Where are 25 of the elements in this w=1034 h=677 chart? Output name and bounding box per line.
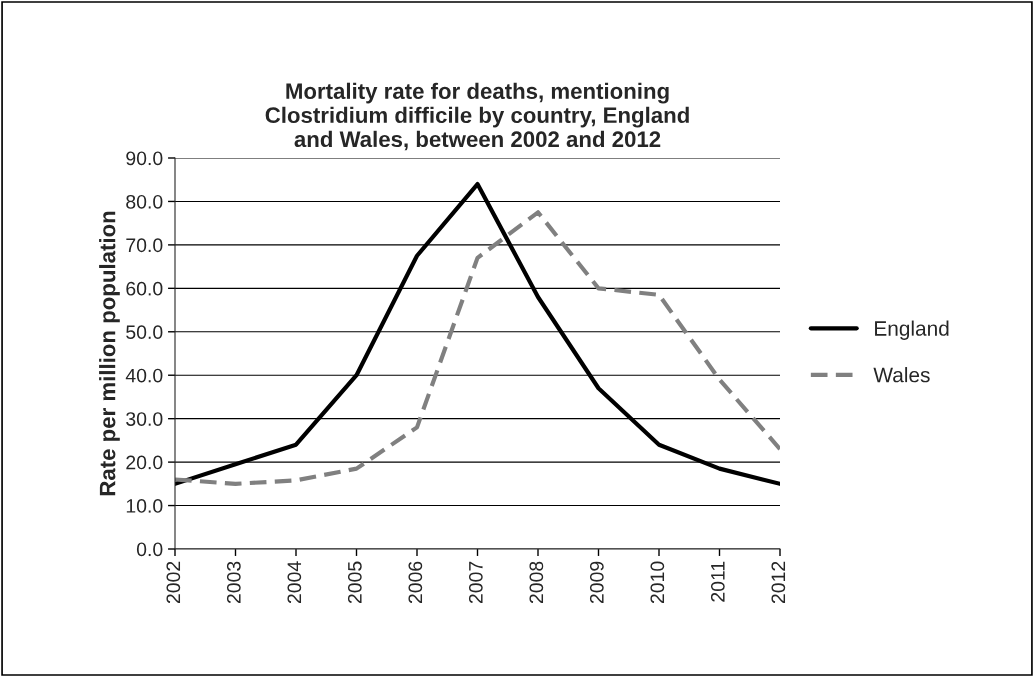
y-tick-label: 60.0 — [126, 281, 163, 296]
y-tick-label: 90.0 — [126, 151, 163, 166]
x-tick-label: 2011 — [710, 561, 725, 602]
y-tick-label: 40.0 — [125, 368, 163, 383]
legend-label: England — [875, 320, 949, 340]
legend-label: Wales — [873, 367, 930, 383]
chart-title: Mortality rate for deaths, mentioning Clostridium difficile by country, England and Wales, between 2002 and 2012 — [265, 82, 689, 151]
x-tick-label: 2007 — [468, 561, 483, 604]
y-tick-label: 30.0 — [126, 412, 163, 426]
x-tick-label: 2010 — [650, 561, 665, 604]
x-tick-label: 2006 — [408, 561, 423, 604]
y-tick-label: 0.0 — [136, 542, 163, 557]
x-tick-label: 2012 — [771, 561, 786, 604]
y-tick-label: 50.0 — [126, 325, 163, 340]
x-tick-label: 2004 — [287, 561, 302, 604]
y-tick-label: 70.0 — [126, 238, 163, 253]
y-tick-label: 80.0 — [126, 194, 163, 209]
y-axis-title: Rate per million population — [99, 211, 120, 496]
y-tick-label: 20.0 — [126, 455, 163, 470]
x-tick-label: 2002 — [166, 561, 181, 604]
x-tick-label: 2003 — [226, 561, 241, 604]
x-tick-label: 2005 — [347, 561, 362, 604]
y-tick-label: 10.0 — [126, 499, 163, 513]
x-tick-label: 2008 — [529, 561, 544, 604]
x-tick-label: 2009 — [589, 561, 604, 604]
